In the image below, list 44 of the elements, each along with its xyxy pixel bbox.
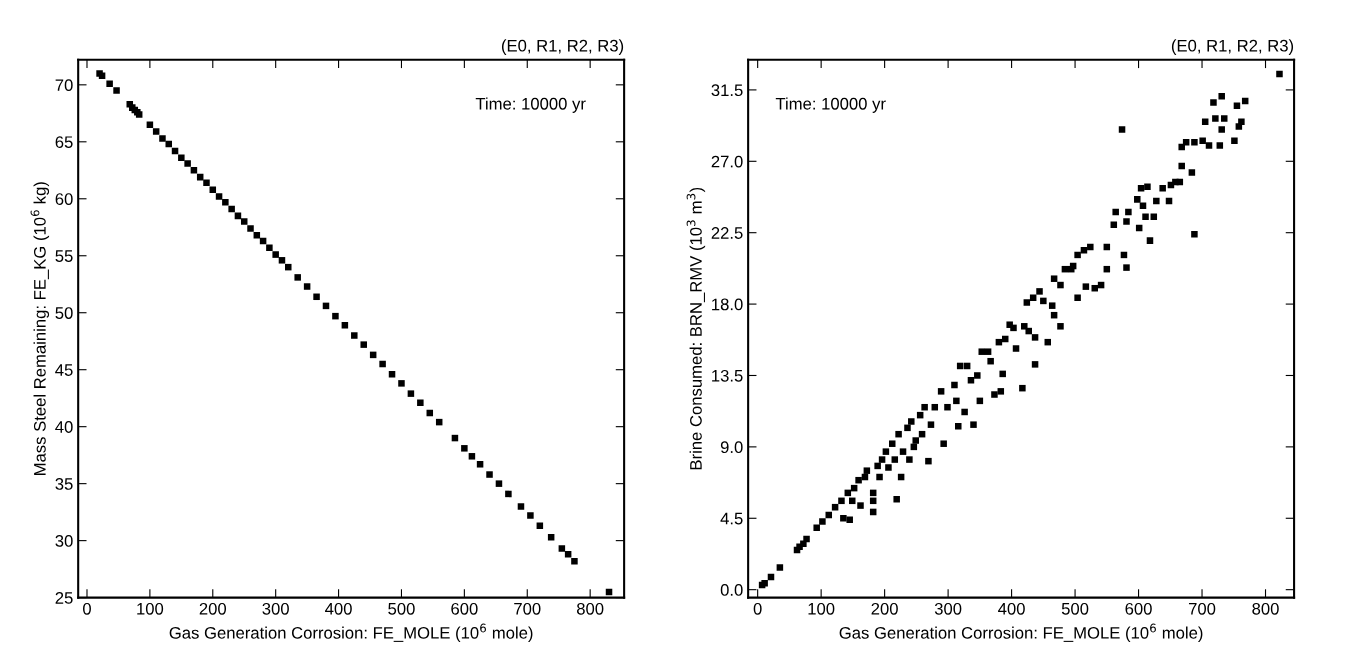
chart-title: (E0, R1, R2, R3) <box>1171 39 1294 55</box>
x-tick-label: 300 <box>262 602 289 615</box>
y-tick-label: 60 <box>55 193 73 205</box>
x-axis-title: Gas Generation Corrosion: FE_MOLE (10$^{6}$ mole) <box>839 623 1203 643</box>
x-tick-label: 200 <box>199 602 227 615</box>
x-tick-label: 0 <box>753 602 762 615</box>
y-axis-title: Brine Consumed: BRN_RMV (10$^{3}$ m$^{3}$) <box>686 187 706 470</box>
x-tick-label: 400 <box>998 602 1025 615</box>
x-tick-label: 0 <box>83 602 91 615</box>
y-axis-title: Mass Steel Remaining: FE_KG (10$^{6}$ kg) <box>30 182 50 475</box>
x-tick-label: 100 <box>808 602 835 615</box>
y-tick-label: 40 <box>55 421 73 433</box>
chart-title: (E0, R1, R2, R3) <box>501 39 624 55</box>
y-tick-label: 45 <box>55 364 73 376</box>
y-tick-label: 70 <box>55 79 73 92</box>
y-tick-label: 30 <box>55 535 73 547</box>
y-tick-label: 31.5 <box>711 84 743 97</box>
y-tick-label: 27.0 <box>711 155 743 168</box>
y-tick-label: 50 <box>55 307 73 319</box>
y-tick-label: 22.5 <box>711 227 743 239</box>
x-tick-label: 600 <box>451 602 478 615</box>
y-tick-label: 55 <box>55 250 73 262</box>
x-tick-label: 400 <box>325 602 352 615</box>
x-tick-label: 300 <box>934 602 962 615</box>
x-tick-label: 600 <box>1125 602 1152 615</box>
y-tick-label: 4.5 <box>720 512 743 525</box>
annotation: Time: 10000 yr <box>775 97 886 113</box>
y-tick-label: 13.5 <box>712 369 743 382</box>
annotation: Time: 10000 yr <box>475 97 586 113</box>
x-tick-label: 500 <box>1061 602 1089 615</box>
y-tick-label: 35 <box>55 478 73 490</box>
y-tick-label: 18.0 <box>712 298 743 311</box>
x-tick-label: 500 <box>388 602 415 615</box>
x-tick-label: 200 <box>871 602 898 615</box>
y-tick-label: 25 <box>55 592 73 604</box>
y-tick-label: 0.0 <box>720 584 743 596</box>
y-tick-label: 65 <box>55 136 73 149</box>
y-tick-label: 9.0 <box>720 441 743 454</box>
x-tick-label: 700 <box>1188 602 1216 615</box>
x-tick-label: 100 <box>137 602 164 615</box>
x-axis-title: Gas Generation Corrosion: FE_MOLE (10$^{6}$ mole) <box>169 623 533 643</box>
x-tick-label: 800 <box>1252 602 1279 615</box>
x-tick-label: 800 <box>576 602 604 615</box>
x-tick-label: 700 <box>514 602 541 615</box>
